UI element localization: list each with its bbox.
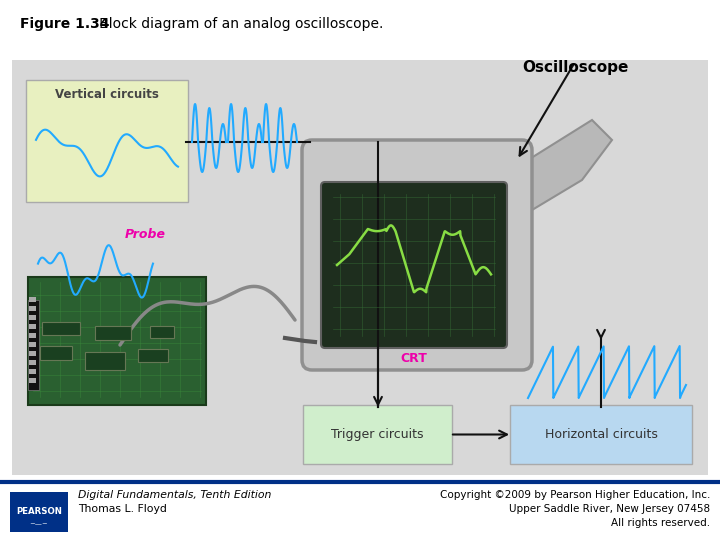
Bar <box>42 322 80 335</box>
Bar <box>29 333 36 338</box>
Bar <box>28 277 206 405</box>
Bar <box>29 369 36 374</box>
Bar <box>85 352 125 370</box>
Bar <box>29 342 36 347</box>
Bar <box>29 306 36 311</box>
FancyBboxPatch shape <box>302 140 532 370</box>
Text: All rights reserved.: All rights reserved. <box>611 518 710 528</box>
Bar <box>29 378 36 383</box>
FancyBboxPatch shape <box>26 80 188 202</box>
Bar <box>29 315 36 320</box>
Text: CRT: CRT <box>400 352 428 365</box>
FancyBboxPatch shape <box>510 405 692 464</box>
Text: Digital Fundamentals, Tenth Edition: Digital Fundamentals, Tenth Edition <box>78 490 271 500</box>
Bar <box>29 360 36 365</box>
Bar <box>138 349 168 362</box>
Text: Figure 1.34: Figure 1.34 <box>20 17 109 31</box>
Polygon shape <box>512 120 612 210</box>
Text: Upper Saddle River, New Jersey 07458: Upper Saddle River, New Jersey 07458 <box>509 504 710 514</box>
Text: Vertical circuits: Vertical circuits <box>55 88 159 101</box>
FancyBboxPatch shape <box>303 405 452 464</box>
Text: Thomas L. Floyd: Thomas L. Floyd <box>78 504 167 514</box>
Text: Trigger circuits: Trigger circuits <box>331 428 424 441</box>
FancyBboxPatch shape <box>321 182 507 348</box>
Bar <box>40 346 72 360</box>
Text: ~—~: ~—~ <box>30 521 48 527</box>
Text: Probe: Probe <box>125 228 166 241</box>
Text: Oscilloscope: Oscilloscope <box>522 60 628 75</box>
Bar <box>10 492 68 532</box>
Bar <box>29 297 36 302</box>
Text: PEARSON: PEARSON <box>16 508 62 516</box>
Text: Copyright ©2009 by Pearson Higher Education, Inc.: Copyright ©2009 by Pearson Higher Educat… <box>440 490 710 500</box>
Bar <box>29 351 36 356</box>
Bar <box>95 326 131 340</box>
Bar <box>150 326 174 338</box>
Bar <box>12 60 708 475</box>
Text: Block diagram of an analog oscilloscope.: Block diagram of an analog oscilloscope. <box>86 17 383 31</box>
Text: Horizontal circuits: Horizontal circuits <box>544 428 657 441</box>
Bar <box>28 300 39 390</box>
Bar <box>29 324 36 329</box>
